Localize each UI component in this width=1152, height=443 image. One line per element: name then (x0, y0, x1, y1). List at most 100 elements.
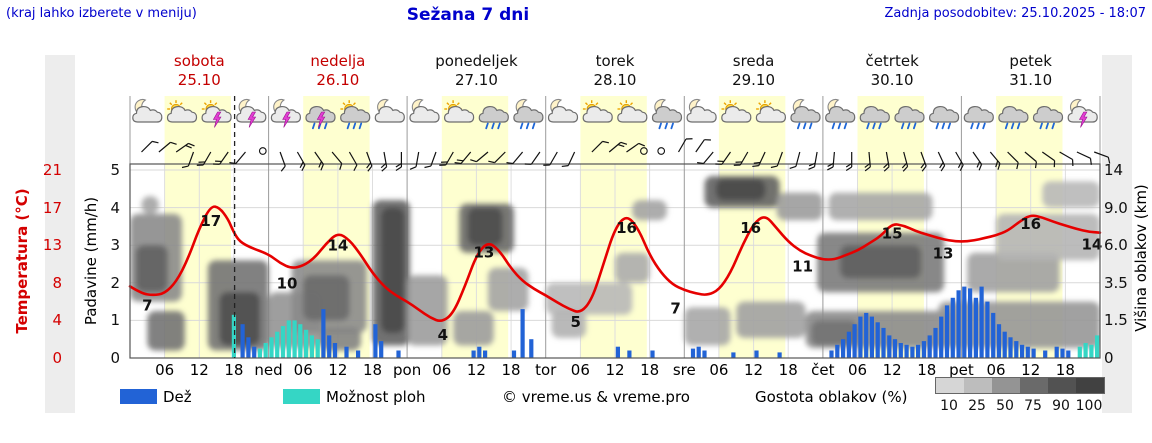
cloud-blob (828, 192, 933, 221)
rain-bar (240, 324, 245, 358)
weather-icon-moon-cloud (686, 98, 717, 123)
temp-tick-label: 4 (52, 311, 62, 330)
shower-bar (298, 324, 303, 358)
rain-bar (916, 344, 921, 358)
wind-barb-icon (1076, 151, 1092, 165)
weather-icon-sun-cloud (755, 100, 787, 123)
wind-barb-icon (1059, 151, 1074, 167)
weather-icon-moon-cloud (132, 98, 163, 123)
wind-barb-icon (808, 151, 818, 170)
shower-bar (1083, 343, 1088, 358)
weather-icon-sun-cloud-lightning (201, 100, 232, 128)
cloud-density-scale (935, 377, 1105, 394)
wind-barb-icon (989, 151, 1001, 170)
precip-axis-title: Padavine (mm/h) (82, 196, 100, 326)
temp-value-label: 16 (740, 219, 761, 237)
shower-bar (1089, 344, 1094, 358)
wind-barb-icon (789, 151, 801, 170)
weather-icon-cloud-rain (859, 105, 890, 130)
day-header-nedelja: nedelja 26.10 (269, 52, 408, 90)
plot-border (129, 163, 1101, 359)
rain-bar (332, 343, 338, 358)
day-date: 28.10 (593, 71, 637, 89)
temp-value-label: 14 (327, 237, 348, 255)
time-tick-label: 06 (709, 361, 729, 379)
cloudheight-axis-title: Višina oblakov (km) (1132, 184, 1150, 332)
cloud-blob (840, 245, 921, 279)
wind-barb-icon (626, 142, 646, 153)
wind-barb-icon (175, 142, 195, 153)
day-date: 27.10 (454, 71, 498, 89)
rain-bar (327, 335, 332, 358)
rain-bar (881, 327, 886, 358)
day-name: ponedeljek (435, 52, 518, 70)
rain-bar (1002, 331, 1007, 358)
wind-barb-icon (213, 151, 229, 165)
wind-barb-icon (677, 138, 693, 153)
rain-bar (904, 344, 909, 358)
rain-legend-label: Dež (163, 388, 192, 406)
temp-value-label: 5 (570, 313, 580, 331)
cloud-blob (303, 275, 350, 321)
time-tick-label: 06 (432, 361, 452, 379)
rain-bar (985, 301, 990, 358)
weather-icon-sun-cloud (721, 100, 752, 123)
rain-bar (252, 346, 257, 358)
rain-bar (846, 331, 851, 358)
cloud-blob (938, 301, 1100, 348)
cloudheight-tick-label: 1.5 (1104, 311, 1128, 330)
wind-barb-icon (424, 151, 437, 169)
temp-value-label: 17 (200, 212, 221, 230)
wind-barb-icon (937, 151, 946, 172)
rain-bar (898, 343, 903, 358)
weather-icon-cloud-rain (963, 105, 994, 130)
temp-tick-label: 21 (42, 161, 62, 179)
weather-icon-moon-cloud (547, 98, 579, 123)
rain-bar (858, 316, 863, 358)
copyright-link[interactable]: © vreme.us & vreme.pro (502, 388, 690, 406)
weather-icon-moon-cloud-rain (651, 98, 683, 130)
time-tick-label: 18 (1055, 361, 1075, 379)
time-tick-label: 12 (466, 361, 486, 379)
cloud-blob (776, 192, 823, 221)
day-header-sreda: sreda 29.10 (684, 52, 823, 90)
rain-bar (968, 288, 973, 358)
wind-barb-icon (380, 151, 388, 172)
day-date: 31.10 (1009, 71, 1053, 89)
shower-bar (275, 331, 280, 358)
precip-tick-label: 3 (110, 236, 120, 255)
rain-bar (731, 352, 736, 358)
shower-bar (280, 326, 286, 358)
wind-barb-icon (524, 151, 541, 165)
temp-value-label: 4 (438, 326, 448, 344)
rain-bar (321, 309, 326, 358)
cloudheight-tick-label: 14 (1104, 161, 1124, 179)
shower-bar (315, 339, 320, 358)
cloud-blob (488, 267, 529, 311)
rain-bar (939, 316, 944, 358)
cloud-blob (381, 207, 405, 333)
time-tick-label: 06 (570, 361, 590, 379)
cloudheight-tick-label: 0 (1104, 349, 1114, 367)
rain-bar (396, 350, 401, 358)
shower-bar (304, 329, 309, 358)
weather-icon-cloud-rain (1032, 105, 1064, 130)
wind-barb-icon (439, 151, 454, 166)
rain-bar (520, 309, 525, 358)
time-tick-label: 12 (1021, 361, 1041, 379)
rain-bar (754, 350, 759, 358)
wind-barb-icon (348, 151, 358, 172)
shower-legend-label: Možnost ploh (326, 388, 426, 406)
cloud-scale-value: 100 (1075, 398, 1103, 414)
cloud-blob (135, 245, 168, 293)
day-name: sobota (173, 52, 225, 70)
rain-bar (650, 350, 655, 358)
rain-bar (373, 324, 378, 358)
time-tick-label: 06 (847, 361, 868, 379)
wind-barb-icon (296, 151, 306, 172)
rain-bar (910, 346, 915, 358)
rain-bar (933, 327, 938, 358)
rain-bar (696, 346, 701, 358)
day-name: sreda (732, 52, 775, 70)
weather-icon-sun-cloud (166, 100, 198, 123)
